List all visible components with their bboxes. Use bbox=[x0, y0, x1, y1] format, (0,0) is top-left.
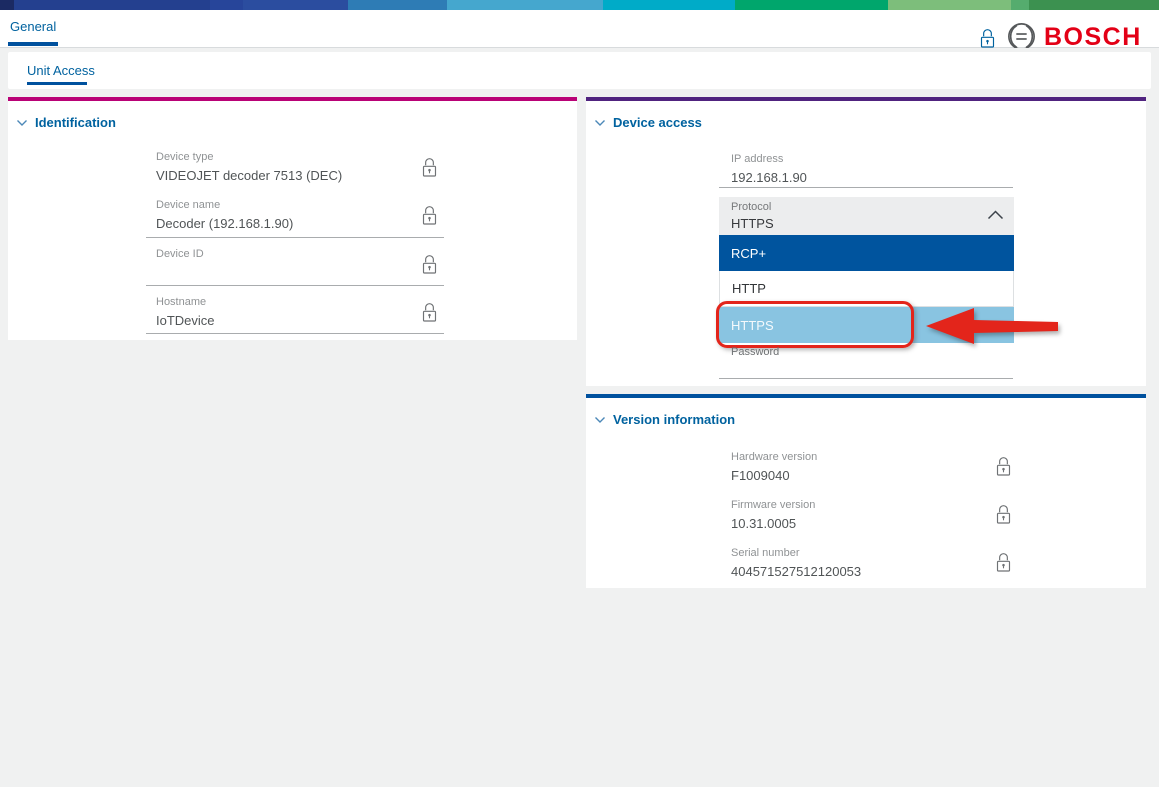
serial-number-label: Serial number bbox=[731, 547, 800, 559]
device-id-underline bbox=[146, 285, 444, 286]
supergraphic-segment bbox=[735, 0, 888, 10]
protocol-label: Protocol bbox=[731, 201, 772, 213]
supergraphic-segment bbox=[210, 0, 243, 10]
hostname-input[interactable]: IoTDevice bbox=[156, 313, 215, 328]
tab-unit-access-active-underline bbox=[27, 82, 87, 85]
device-name-input[interactable]: Decoder (192.168.1.90) bbox=[156, 216, 294, 231]
tab-general-active-underline bbox=[8, 42, 58, 46]
secure-connection-lock-icon bbox=[980, 29, 995, 48]
highlight-box bbox=[716, 301, 914, 348]
panel-identification: Identification Device type VIDEOJET deco… bbox=[8, 97, 577, 340]
lock-icon bbox=[996, 553, 1011, 572]
supergraphic-segment bbox=[603, 0, 735, 10]
supergraphic-segment bbox=[1029, 0, 1159, 10]
option-label: RCP+ bbox=[731, 245, 767, 261]
subtab-bar: Unit Access bbox=[8, 52, 1151, 89]
lock-icon bbox=[996, 457, 1011, 476]
lock-icon bbox=[422, 158, 437, 177]
panel-device-access: Device access IP address 192.168.1.90 Pr… bbox=[586, 97, 1146, 386]
firmware-version-label: Firmware version bbox=[731, 499, 816, 511]
lock-icon bbox=[422, 303, 437, 322]
arrow-polygon bbox=[926, 308, 1058, 344]
device-access-section-toggle[interactable]: Device access bbox=[594, 115, 702, 130]
tab-general[interactable]: General bbox=[10, 19, 57, 34]
chevron-up-icon bbox=[987, 210, 1004, 220]
device-type-label: Device type bbox=[156, 151, 214, 163]
device-name-label: Device name bbox=[156, 199, 221, 211]
protocol-option-rcp[interactable]: RCP+ bbox=[719, 235, 1014, 271]
app-header: General BOSCH bbox=[0, 10, 1159, 51]
tab-unit-access[interactable]: Unit Access bbox=[27, 63, 95, 78]
panel-version-information: Version information Hardware version F10… bbox=[586, 394, 1146, 588]
ip-address-input[interactable]: 192.168.1.90 bbox=[731, 170, 807, 185]
hostname-underline bbox=[146, 333, 444, 334]
supergraphic-segment bbox=[348, 0, 447, 10]
supergraphic-segment bbox=[1011, 0, 1029, 10]
bosch-supergraphic bbox=[0, 0, 1159, 10]
firmware-version-value: 10.31.0005 bbox=[731, 516, 797, 531]
supergraphic-segment bbox=[14, 0, 210, 10]
option-label: HTTP bbox=[732, 281, 766, 296]
supergraphic-segment bbox=[888, 0, 1011, 10]
password-label: Password bbox=[731, 346, 780, 358]
lock-icon bbox=[422, 255, 437, 274]
section-title: Identification bbox=[35, 115, 116, 130]
protocol-dropdown[interactable]: Protocol HTTPS bbox=[719, 197, 1014, 235]
bosch-logo-icon bbox=[1008, 23, 1035, 50]
red-arrow-icon bbox=[926, 308, 1058, 344]
supergraphic-segment bbox=[243, 0, 348, 10]
chevron-down-icon bbox=[17, 119, 27, 126]
supergraphic-segment bbox=[447, 0, 603, 10]
lock-icon bbox=[422, 206, 437, 225]
hardware-version-value: F1009040 bbox=[731, 468, 790, 483]
version-information-section-toggle[interactable]: Version information bbox=[594, 412, 735, 427]
chevron-down-icon bbox=[595, 416, 605, 423]
section-title: Version information bbox=[613, 412, 736, 427]
lock-icon bbox=[996, 505, 1011, 524]
hardware-version-label: Hardware version bbox=[731, 451, 818, 463]
bosch-wordmark: BOSCH bbox=[1044, 23, 1142, 51]
serial-number-value: 404571527512120053 bbox=[731, 564, 862, 579]
option-label: HTTPS bbox=[731, 317, 774, 333]
chevron-down-icon bbox=[595, 119, 605, 126]
device-type-value: VIDEOJET decoder 7513 (DEC) bbox=[156, 168, 343, 183]
ip-address-label: IP address bbox=[731, 153, 784, 165]
ip-address-underline bbox=[719, 187, 1013, 188]
protocol-selected-value: HTTPS bbox=[731, 216, 774, 231]
device-id-label: Device ID bbox=[156, 248, 204, 260]
hostname-label: Hostname bbox=[156, 296, 207, 308]
device-name-underline bbox=[146, 237, 444, 238]
supergraphic-segment bbox=[0, 0, 14, 10]
section-title: Device access bbox=[613, 115, 702, 130]
password-underline bbox=[719, 378, 1013, 379]
identification-section-toggle[interactable]: Identification bbox=[16, 115, 116, 130]
